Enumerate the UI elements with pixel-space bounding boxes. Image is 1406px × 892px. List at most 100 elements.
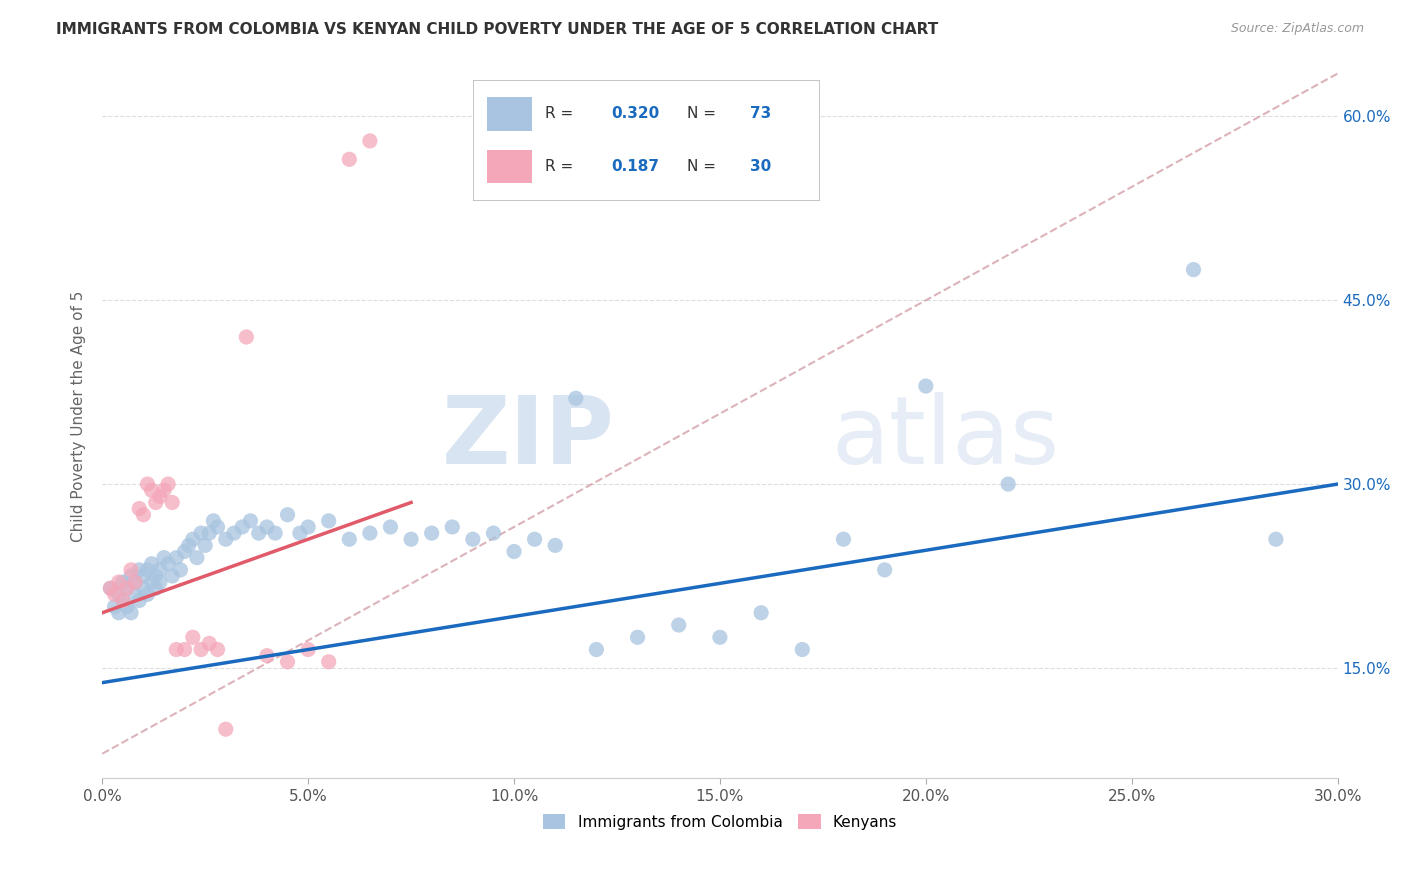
- Point: [157, 477, 180, 491]
- Point: [337, 533, 360, 547]
- Point: [297, 642, 319, 657]
- Point: [100, 581, 122, 595]
- Point: [128, 563, 150, 577]
- Point: [173, 544, 195, 558]
- Point: [256, 520, 278, 534]
- Point: [165, 642, 187, 657]
- Point: [145, 581, 167, 595]
- Point: [145, 495, 167, 509]
- Point: [141, 575, 163, 590]
- Point: [503, 544, 526, 558]
- Point: [115, 581, 138, 595]
- Point: [149, 489, 172, 503]
- Point: [190, 642, 212, 657]
- Point: [136, 587, 159, 601]
- Point: [128, 593, 150, 607]
- Point: [111, 593, 134, 607]
- Point: [173, 642, 195, 657]
- Point: [256, 648, 278, 663]
- Point: [128, 501, 150, 516]
- Point: [215, 533, 238, 547]
- Point: [482, 526, 505, 541]
- Point: [145, 569, 167, 583]
- Point: [103, 599, 125, 614]
- Point: [136, 563, 159, 577]
- Point: [190, 526, 212, 541]
- Point: [160, 569, 183, 583]
- Point: [247, 526, 270, 541]
- Point: [120, 606, 142, 620]
- Y-axis label: Child Poverty Under the Age of 5: Child Poverty Under the Age of 5: [72, 291, 86, 542]
- Point: [399, 533, 422, 547]
- Point: [107, 606, 129, 620]
- Point: [1264, 533, 1286, 547]
- Point: [132, 581, 155, 595]
- Point: [380, 520, 402, 534]
- Point: [832, 533, 855, 547]
- Point: [141, 557, 163, 571]
- Point: [207, 520, 229, 534]
- Point: [132, 508, 155, 522]
- Text: atlas: atlas: [831, 392, 1059, 484]
- Point: [264, 526, 287, 541]
- Point: [668, 618, 690, 632]
- Point: [749, 606, 772, 620]
- Point: [157, 557, 180, 571]
- Point: [194, 538, 217, 552]
- Point: [115, 599, 138, 614]
- Point: [181, 533, 204, 547]
- Point: [288, 526, 311, 541]
- Point: [231, 520, 253, 534]
- Point: [585, 642, 607, 657]
- Point: [149, 575, 172, 590]
- Point: [215, 722, 238, 736]
- Point: [914, 379, 936, 393]
- Point: [107, 575, 129, 590]
- Point: [318, 514, 340, 528]
- Point: [276, 508, 298, 522]
- Point: [709, 630, 731, 644]
- Point: [120, 569, 142, 583]
- Point: [132, 569, 155, 583]
- Point: [181, 630, 204, 644]
- Text: ZIP: ZIP: [441, 392, 614, 484]
- Point: [124, 575, 146, 590]
- Point: [318, 655, 340, 669]
- Point: [186, 550, 208, 565]
- Point: [169, 563, 191, 577]
- Point: [160, 495, 183, 509]
- Point: [441, 520, 464, 534]
- Point: [202, 514, 225, 528]
- Point: [792, 642, 814, 657]
- Point: [124, 575, 146, 590]
- Point: [198, 526, 221, 541]
- Point: [124, 587, 146, 601]
- Point: [115, 581, 138, 595]
- Point: [997, 477, 1019, 491]
- Point: [1182, 262, 1205, 277]
- Point: [523, 533, 546, 547]
- Point: [544, 538, 567, 552]
- Point: [153, 483, 176, 498]
- Point: [297, 520, 319, 534]
- Point: [461, 533, 484, 547]
- Point: [359, 526, 381, 541]
- Point: [111, 575, 134, 590]
- Point: [276, 655, 298, 669]
- Point: [165, 550, 187, 565]
- Point: [100, 581, 122, 595]
- Point: [626, 630, 648, 644]
- Point: [873, 563, 896, 577]
- Point: [198, 636, 221, 650]
- Point: [107, 587, 129, 601]
- Point: [239, 514, 262, 528]
- Point: [111, 593, 134, 607]
- Point: [149, 563, 172, 577]
- Legend: Immigrants from Colombia, Kenyans: Immigrants from Colombia, Kenyans: [537, 807, 904, 836]
- Text: IMMIGRANTS FROM COLOMBIA VS KENYAN CHILD POVERTY UNDER THE AGE OF 5 CORRELATION : IMMIGRANTS FROM COLOMBIA VS KENYAN CHILD…: [56, 22, 938, 37]
- Point: [359, 134, 381, 148]
- Point: [141, 483, 163, 498]
- Point: [565, 392, 588, 406]
- Point: [207, 642, 229, 657]
- Point: [222, 526, 245, 541]
